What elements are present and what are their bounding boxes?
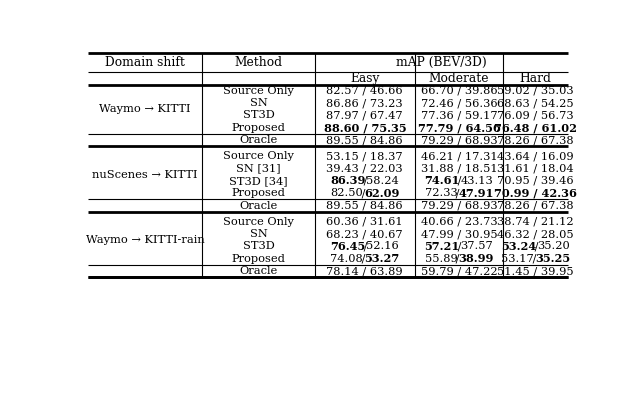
Text: 86.39: 86.39 bbox=[330, 175, 365, 186]
Text: 53.15 / 18.37: 53.15 / 18.37 bbox=[326, 151, 403, 161]
Text: 68.63 / 54.25: 68.63 / 54.25 bbox=[497, 98, 574, 108]
Text: 72.33: 72.33 bbox=[424, 188, 458, 198]
Text: 47.91: 47.91 bbox=[458, 188, 493, 199]
Text: /: / bbox=[452, 254, 463, 264]
Text: Waymo → KITTI: Waymo → KITTI bbox=[99, 104, 191, 114]
Text: /: / bbox=[360, 241, 371, 251]
Text: 46.32 / 28.05: 46.32 / 28.05 bbox=[497, 229, 574, 239]
Text: 72.46 / 56.36: 72.46 / 56.36 bbox=[420, 98, 497, 108]
Text: 77.79 / 64.56: 77.79 / 64.56 bbox=[418, 122, 500, 133]
Text: 53.17: 53.17 bbox=[501, 254, 534, 264]
Text: Source Only: Source Only bbox=[223, 217, 294, 227]
Text: 37.57: 37.57 bbox=[461, 241, 493, 251]
Text: 55.89: 55.89 bbox=[424, 254, 458, 264]
Text: 68.23 / 40.67: 68.23 / 40.67 bbox=[326, 229, 403, 239]
Text: 38.74 / 21.12: 38.74 / 21.12 bbox=[497, 217, 574, 227]
Text: Proposed: Proposed bbox=[232, 254, 285, 264]
Text: 66.70 / 39.86: 66.70 / 39.86 bbox=[420, 86, 497, 96]
Text: Moderate: Moderate bbox=[429, 72, 489, 84]
Text: 51.45 / 39.95: 51.45 / 39.95 bbox=[497, 266, 574, 276]
Text: 53.24: 53.24 bbox=[501, 241, 536, 252]
Text: ST3D: ST3D bbox=[243, 241, 275, 251]
Text: 39.43 / 22.03: 39.43 / 22.03 bbox=[326, 164, 403, 174]
Text: 77.36 / 59.17: 77.36 / 59.17 bbox=[420, 110, 497, 120]
Text: 53.27: 53.27 bbox=[364, 253, 399, 264]
Text: 35.20: 35.20 bbox=[538, 241, 570, 251]
Text: Source Only: Source Only bbox=[223, 151, 294, 161]
Text: 58.24: 58.24 bbox=[367, 176, 399, 186]
Text: 76.45: 76.45 bbox=[330, 241, 365, 252]
Text: 79.29 / 68.93: 79.29 / 68.93 bbox=[420, 135, 497, 145]
Text: 70.95 / 39.46: 70.95 / 39.46 bbox=[497, 176, 574, 186]
Text: Oracle: Oracle bbox=[239, 200, 278, 210]
Text: 60.36 / 31.61: 60.36 / 31.61 bbox=[326, 217, 403, 227]
Text: 74.61: 74.61 bbox=[424, 175, 460, 186]
Text: 78.14 / 63.89: 78.14 / 63.89 bbox=[326, 266, 403, 276]
Text: 76.09 / 56.73: 76.09 / 56.73 bbox=[497, 110, 574, 120]
Text: Oracle: Oracle bbox=[239, 135, 278, 145]
Text: 88.60 / 75.35: 88.60 / 75.35 bbox=[323, 122, 406, 133]
Text: nuScenes → KITTI: nuScenes → KITTI bbox=[92, 170, 198, 180]
Text: ST3D: ST3D bbox=[243, 110, 275, 120]
Text: 35.25: 35.25 bbox=[535, 253, 570, 264]
Text: 82.57 / 46.66: 82.57 / 46.66 bbox=[326, 86, 403, 96]
Text: 46.21 / 17.31: 46.21 / 17.31 bbox=[420, 151, 497, 161]
Text: 89.55 / 84.86: 89.55 / 84.86 bbox=[326, 135, 403, 145]
Text: 47.99 / 30.95: 47.99 / 30.95 bbox=[420, 229, 497, 239]
Text: SN: SN bbox=[250, 98, 268, 108]
Text: 31.88 / 18.51: 31.88 / 18.51 bbox=[420, 164, 497, 174]
Text: 82.50: 82.50 bbox=[330, 188, 363, 198]
Text: 78.26 / 67.38: 78.26 / 67.38 bbox=[497, 135, 574, 145]
Text: 76.48 / 61.02: 76.48 / 61.02 bbox=[494, 122, 577, 133]
Text: Easy: Easy bbox=[350, 72, 380, 84]
Text: /: / bbox=[531, 241, 542, 251]
Text: 43.64 / 16.09: 43.64 / 16.09 bbox=[497, 151, 574, 161]
Text: Proposed: Proposed bbox=[232, 123, 285, 133]
Text: 31.61 / 18.04: 31.61 / 18.04 bbox=[497, 164, 574, 174]
Text: /: / bbox=[358, 188, 369, 198]
Text: 86.86 / 73.23: 86.86 / 73.23 bbox=[326, 98, 403, 108]
Text: Oracle: Oracle bbox=[239, 266, 278, 276]
Text: 59.79 / 47.22: 59.79 / 47.22 bbox=[420, 266, 497, 276]
Text: /: / bbox=[454, 176, 466, 186]
Text: ST3D [34]: ST3D [34] bbox=[229, 176, 288, 186]
Text: SN: SN bbox=[250, 229, 268, 239]
Text: 70.99 / 42.36: 70.99 / 42.36 bbox=[494, 188, 577, 199]
Text: mAP (BEV/3D): mAP (BEV/3D) bbox=[396, 56, 487, 69]
Text: 87.97 / 67.47: 87.97 / 67.47 bbox=[326, 110, 403, 120]
Text: 62.09: 62.09 bbox=[364, 188, 399, 199]
Text: Source Only: Source Only bbox=[223, 86, 294, 96]
Text: 43.13: 43.13 bbox=[461, 176, 493, 186]
Text: Hard: Hard bbox=[520, 72, 552, 84]
Text: /: / bbox=[358, 254, 369, 264]
Text: 79.29 / 68.93: 79.29 / 68.93 bbox=[420, 200, 497, 210]
Text: /: / bbox=[529, 254, 540, 264]
Text: 52.16: 52.16 bbox=[367, 241, 399, 251]
Text: Domain shift: Domain shift bbox=[105, 56, 185, 69]
Text: 40.66 / 23.73: 40.66 / 23.73 bbox=[420, 217, 497, 227]
Text: 74.08: 74.08 bbox=[330, 254, 364, 264]
Text: Waymo → KITTI-rain: Waymo → KITTI-rain bbox=[86, 235, 204, 245]
Text: 38.99: 38.99 bbox=[458, 253, 493, 264]
Text: Method: Method bbox=[235, 56, 283, 69]
Text: /: / bbox=[452, 188, 463, 198]
Text: 57.21: 57.21 bbox=[424, 241, 460, 252]
Text: 78.26 / 67.38: 78.26 / 67.38 bbox=[497, 200, 574, 210]
Text: /: / bbox=[454, 241, 465, 251]
Text: 89.55 / 84.86: 89.55 / 84.86 bbox=[326, 200, 403, 210]
Text: Proposed: Proposed bbox=[232, 188, 285, 198]
Text: 59.02 / 35.03: 59.02 / 35.03 bbox=[497, 86, 574, 96]
Text: SN [31]: SN [31] bbox=[236, 164, 281, 174]
Text: /: / bbox=[360, 176, 371, 186]
